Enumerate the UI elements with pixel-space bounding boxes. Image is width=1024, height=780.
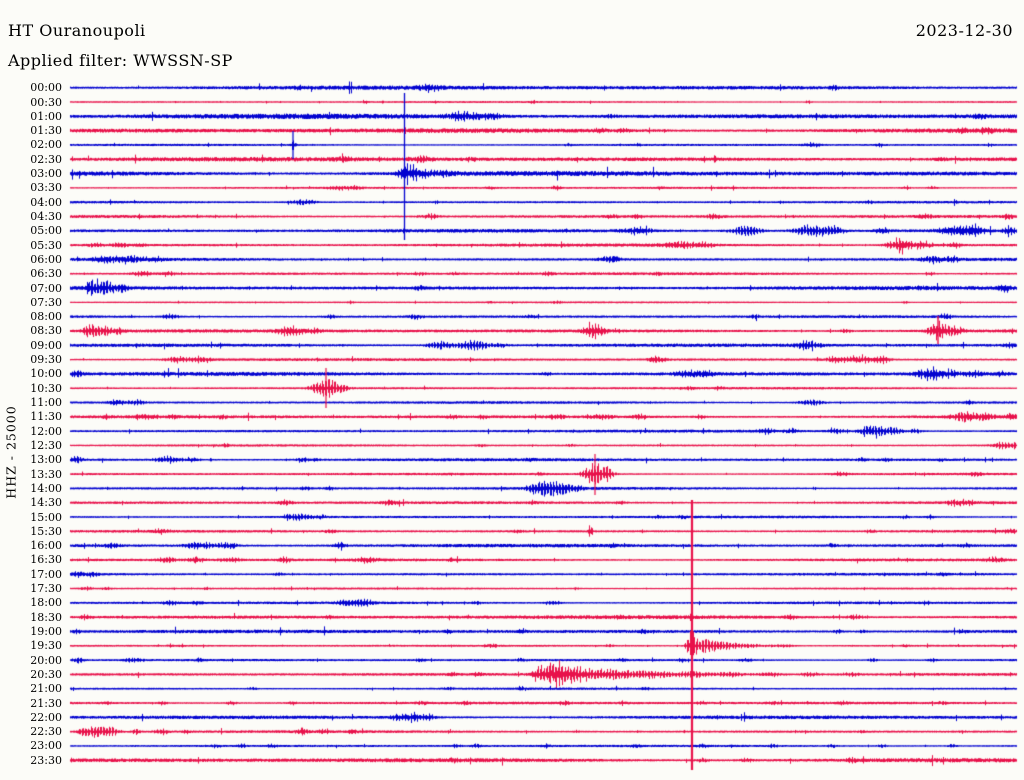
row-time-label: 17:00 bbox=[30, 567, 62, 581]
row-time-label: 00:00 bbox=[30, 81, 62, 95]
row-time-label: 06:00 bbox=[30, 252, 62, 266]
row-time-label: 16:30 bbox=[30, 553, 62, 567]
row-time-label: 02:30 bbox=[30, 152, 62, 166]
row-time-label: 00:30 bbox=[30, 95, 62, 109]
time-labels-column: 00:00 00:30 01:00 01:30 02:00 02:30 03:00 03:30… bbox=[0, 0, 62, 780]
row-time-label: 21:00 bbox=[30, 682, 62, 696]
row-time-label: 06:30 bbox=[30, 267, 62, 281]
row-time-label: 13:30 bbox=[30, 467, 62, 481]
row-time-label: 04:00 bbox=[30, 195, 62, 209]
row-time-label: 10:30 bbox=[30, 381, 62, 395]
row-time-label: 18:00 bbox=[30, 596, 62, 610]
row-time-label: 03:30 bbox=[30, 181, 62, 195]
row-time-label: 08:30 bbox=[30, 324, 62, 338]
row-time-label: 07:00 bbox=[30, 281, 62, 295]
row-time-label: 16:00 bbox=[30, 539, 62, 553]
row-time-label: 02:00 bbox=[30, 138, 62, 152]
row-time-label: 23:00 bbox=[30, 739, 62, 753]
row-time-label: 11:30 bbox=[30, 410, 62, 424]
row-time-label: 12:30 bbox=[30, 438, 62, 452]
row-time-label: 19:30 bbox=[30, 639, 62, 653]
row-time-label: 12:00 bbox=[30, 424, 62, 438]
row-time-label: 07:30 bbox=[30, 295, 62, 309]
row-time-label: 15:30 bbox=[30, 524, 62, 538]
row-time-label: 05:30 bbox=[30, 238, 62, 252]
row-time-label: 05:00 bbox=[30, 224, 62, 238]
row-time-label: 04:30 bbox=[30, 209, 62, 223]
row-time-label: 11:00 bbox=[30, 396, 62, 410]
row-time-label: 22:00 bbox=[30, 710, 62, 724]
row-time-label: 01:30 bbox=[30, 124, 62, 138]
row-time-label: 09:30 bbox=[30, 353, 62, 367]
row-time-label: 14:00 bbox=[30, 481, 62, 495]
row-time-label: 09:00 bbox=[30, 338, 62, 352]
row-time-label: 14:30 bbox=[30, 496, 62, 510]
row-time-label: 22:30 bbox=[30, 725, 62, 739]
row-time-label: 19:00 bbox=[30, 624, 62, 638]
row-time-label: 01:00 bbox=[30, 109, 62, 123]
row-time-label: 03:00 bbox=[30, 167, 62, 181]
row-time-label: 20:00 bbox=[30, 653, 62, 667]
row-time-label: 21:30 bbox=[30, 696, 62, 710]
row-time-label: 23:30 bbox=[30, 753, 62, 767]
row-time-label: 17:30 bbox=[30, 582, 62, 596]
row-time-label: 08:00 bbox=[30, 310, 62, 324]
row-time-label: 10:00 bbox=[30, 367, 62, 381]
row-time-label: 13:00 bbox=[30, 453, 62, 467]
row-time-label: 20:30 bbox=[30, 667, 62, 681]
row-time-label: 15:00 bbox=[30, 510, 62, 524]
row-time-label: 18:30 bbox=[30, 610, 62, 624]
